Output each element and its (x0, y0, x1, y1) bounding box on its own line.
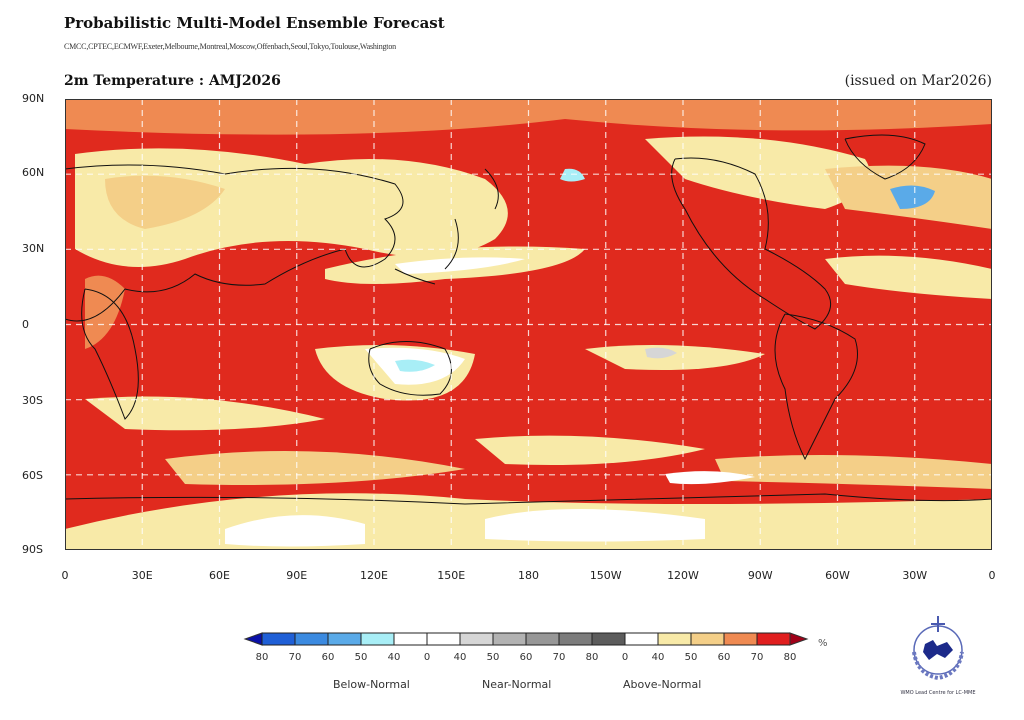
lat-tick-label: 60N (22, 166, 45, 179)
forecast-map (65, 99, 992, 550)
lon-tick-label: 0 (61, 569, 69, 582)
colorbar-box (294, 632, 329, 646)
lat-tick-label: 30S (22, 394, 43, 407)
colorbar-box (657, 632, 692, 646)
probability-region (105, 175, 225, 229)
colorbar-box (525, 632, 560, 646)
probability-region (85, 275, 125, 349)
coastline (81, 288, 139, 420)
colorbar-box (591, 632, 626, 646)
probability-region (485, 509, 705, 542)
probability-region (560, 168, 585, 182)
coastline (65, 164, 404, 322)
probability-region (475, 435, 705, 465)
colorbar (243, 632, 809, 646)
colorbar-box (624, 632, 659, 646)
probability-region (825, 255, 992, 299)
colorbar-label: 0 (621, 652, 629, 663)
colorbar-label: 40 (387, 652, 401, 663)
colorbar-box (393, 632, 428, 646)
colorbar-box (360, 632, 395, 646)
logo-caption: WMO Lead Centre for LC-MME (900, 690, 976, 696)
coastline (65, 493, 992, 505)
colorbar-box (756, 632, 791, 646)
probability-region (395, 359, 435, 372)
lon-tick-label: 150W (589, 569, 622, 582)
probability-region (890, 185, 935, 209)
colorbar-label: 80 (783, 652, 797, 663)
probability-region (395, 257, 525, 274)
lon-tick-label: 180 (518, 569, 539, 582)
category-below-normal: Below-Normal (333, 678, 410, 691)
coastline (394, 168, 499, 285)
figure-title: Probabilistic Multi-Model Ensemble Forec… (64, 14, 445, 32)
colorbar-high-extend (789, 632, 809, 646)
colorbar-box (723, 632, 758, 646)
category-near-normal: Near-Normal (482, 678, 552, 691)
lon-tick-label: 60W (825, 569, 850, 582)
colorbar-label: 80 (585, 652, 599, 663)
probability-region (645, 136, 870, 209)
lat-tick-label: 90N (22, 92, 45, 105)
map-frame (65, 99, 992, 550)
lon-tick-label: 30W (902, 569, 928, 582)
colorbar-label: 80 (255, 652, 269, 663)
colorbar-label: 60 (519, 652, 533, 663)
lon-tick-label: 90E (286, 569, 308, 582)
colorbar-label: 50 (684, 652, 698, 663)
lon-tick-label: 60E (209, 569, 230, 582)
lon-tick-label: 120W (667, 569, 699, 582)
colorbar-label: 40 (651, 652, 665, 663)
colorbar-label: 60 (321, 652, 335, 663)
model-list: CMCC,CPTEC,ECMWF,Exeter,Melbourne,Montre… (64, 42, 396, 51)
map-subtitle: 2m Temperature : AMJ2026 (64, 73, 281, 89)
wmo-logo (912, 616, 964, 681)
probability-region (715, 455, 992, 489)
colorbar-label: 70 (750, 652, 764, 663)
lat-tick-label: 0 (22, 318, 29, 331)
colorbar-label: 70 (288, 652, 302, 663)
lon-tick-label: 90W (747, 569, 773, 582)
category-above-normal: Above-Normal (623, 678, 702, 691)
coastline (368, 341, 452, 396)
lon-tick-label: 120E (360, 569, 388, 582)
probability-region (165, 451, 465, 485)
colorbar-label: 60 (717, 652, 731, 663)
lat-tick-label: 60S (22, 469, 43, 482)
probability-region (85, 396, 325, 431)
lat-tick-label: 30N (22, 242, 45, 255)
colorbar-box (690, 632, 725, 646)
lon-tick-label: 30E (131, 569, 153, 582)
probability-region (225, 515, 365, 547)
lon-tick-label: 0 (988, 569, 996, 582)
probability-region (585, 345, 765, 370)
colorbar-box (327, 632, 362, 646)
colorbar-box (459, 632, 494, 646)
colorbar-label: 40 (453, 652, 467, 663)
colorbar-box (261, 632, 296, 646)
lon-tick-label: 150E (437, 569, 466, 582)
colorbar-low-extend (243, 632, 263, 646)
colorbar-unit: % (818, 638, 828, 649)
probability-region (645, 347, 677, 359)
colorbar-label: 50 (354, 652, 368, 663)
lat-tick-label: 90S (22, 543, 43, 556)
probability-region (75, 148, 508, 267)
colorbar-box (426, 632, 461, 646)
colorbar-label: 0 (423, 652, 431, 663)
probability-region (665, 471, 755, 485)
colorbar-box (558, 632, 593, 646)
colorbar-label: 50 (486, 652, 500, 663)
issued-date: (issued on Mar2026) (844, 73, 992, 89)
coastline (844, 134, 926, 180)
coastline (671, 157, 832, 330)
colorbar-label: 70 (552, 652, 566, 663)
coastline (774, 313, 858, 461)
colorbar-box (492, 632, 527, 646)
